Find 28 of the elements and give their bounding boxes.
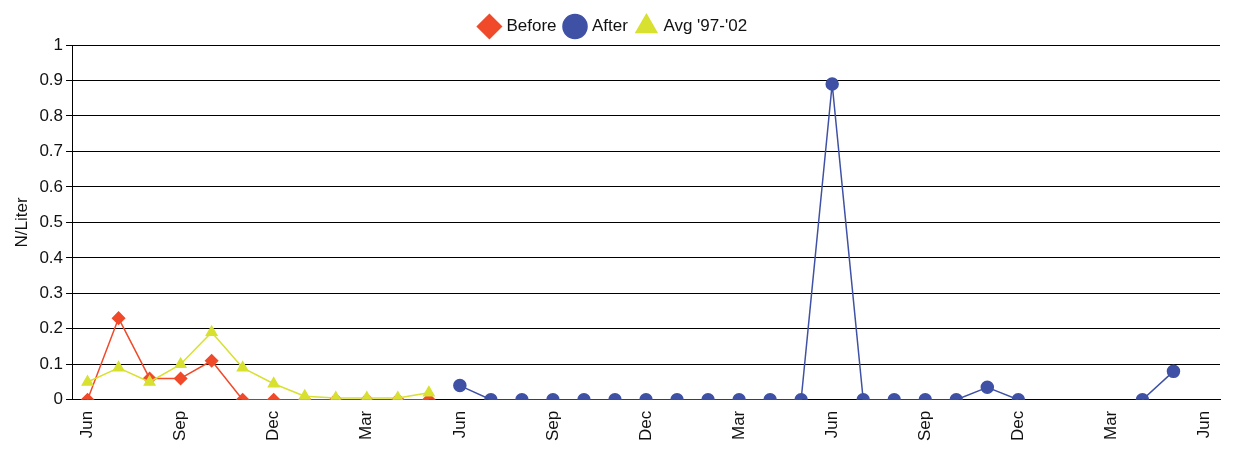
x-tick-label: Dec [635, 410, 655, 441]
legend-label: After [592, 16, 629, 36]
x-tick-label: Mar [1101, 410, 1121, 441]
x-tick-label: Dec [1008, 410, 1028, 441]
x-tick-label: Dec [263, 410, 283, 441]
x-tick-label: Mar [728, 410, 748, 441]
y-tick-label: 0.3 [39, 283, 64, 303]
y-tick-label: 0.1 [39, 353, 64, 373]
y-tick-label: 0.6 [39, 176, 64, 196]
legend-label: Before [506, 16, 557, 36]
y-tick-label: 0.8 [39, 105, 64, 125]
y-tick-label: 1 [53, 34, 64, 54]
x-tick-label: Jun [1194, 410, 1214, 439]
legend-label: Avg '97-'02 [663, 16, 748, 36]
y-tick-label: 0.4 [39, 247, 64, 267]
x-tick-label: Jun [821, 410, 841, 439]
x-tick-label: Sep [170, 410, 190, 441]
x-tick-label: Sep [914, 410, 934, 441]
y-tick-label: 0.5 [39, 212, 64, 232]
y-tick-label: 0.2 [39, 318, 64, 338]
x-tick-label: Mar [356, 410, 376, 441]
y-tick-label: 0 [53, 389, 64, 409]
x-tick-label: Sep [542, 410, 562, 441]
x-tick-label: Jun [77, 410, 97, 439]
y-tick-label: 0.9 [39, 70, 64, 90]
y-axis-title: N/Liter [11, 197, 31, 248]
y-tick-label: 0.7 [39, 141, 64, 161]
x-tick-label: Jun [449, 410, 469, 439]
